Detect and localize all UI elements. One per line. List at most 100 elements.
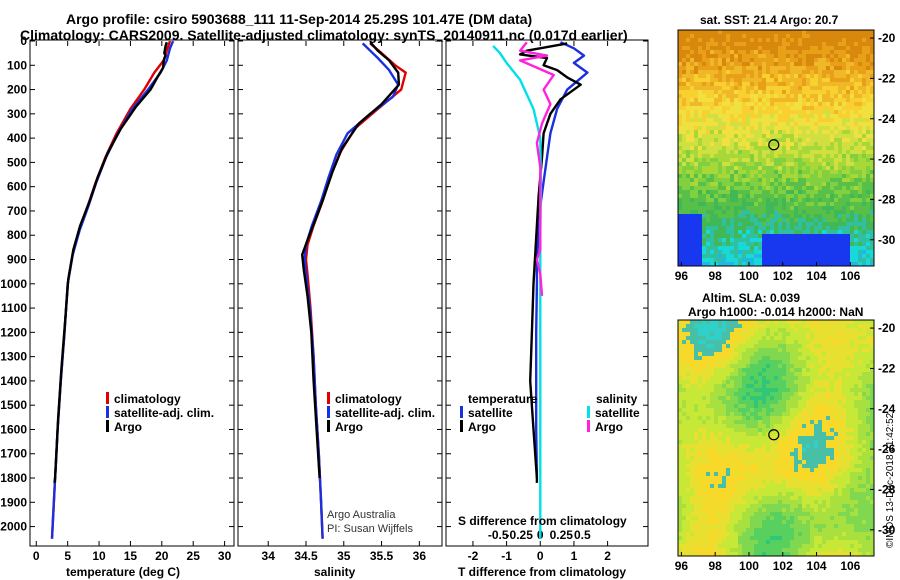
- map-cell: [850, 118, 854, 122]
- map-cell: [758, 384, 762, 388]
- map-cell: [682, 30, 686, 34]
- map-cell: [870, 460, 874, 464]
- temperature-xlabel: temperature (deg C): [66, 565, 180, 579]
- map-cell: [802, 166, 806, 170]
- map-cell: [786, 190, 790, 194]
- map-cell: [826, 400, 830, 404]
- map-cell: [826, 178, 830, 182]
- map-cell: [766, 130, 770, 134]
- map-cell: [714, 428, 718, 432]
- map-cell: [714, 54, 718, 58]
- map-cell: [846, 368, 850, 372]
- map-cell: [750, 50, 754, 54]
- map-cell: [834, 82, 838, 86]
- map-cell: [678, 94, 682, 98]
- map-cell: [682, 54, 686, 58]
- lat-tick-label: -24: [878, 112, 896, 126]
- map-cell: [858, 34, 862, 38]
- map-cell: [686, 230, 690, 234]
- map-cell: [746, 210, 750, 214]
- map-cell: [754, 460, 758, 464]
- map-cell: [746, 62, 750, 66]
- map-cell: [742, 234, 746, 238]
- map-cell: [866, 238, 870, 242]
- map-cell: [718, 94, 722, 98]
- map-cell: [730, 464, 734, 468]
- map-cell: [854, 206, 858, 210]
- map-cell: [710, 34, 714, 38]
- map-cell: [854, 456, 858, 460]
- map-cell: [706, 106, 710, 110]
- map-cell: [710, 226, 714, 230]
- map-cell: [782, 38, 786, 42]
- map-cell: [802, 94, 806, 98]
- map-cell: [682, 320, 686, 324]
- map-cell: [794, 432, 798, 436]
- map-cell: [686, 54, 690, 58]
- map-cell: [802, 238, 806, 242]
- map-cell: [694, 174, 698, 178]
- map-cell: [734, 424, 738, 428]
- map-cell: [846, 114, 850, 118]
- map-cell: [806, 198, 810, 202]
- map-cell: [870, 250, 874, 254]
- map-cell: [786, 258, 790, 262]
- map-cell: [842, 50, 846, 54]
- map-cell: [714, 250, 718, 254]
- map-cell: [870, 408, 874, 412]
- map-cell: [742, 154, 746, 158]
- map-cell: [702, 332, 706, 336]
- map-cell: [738, 50, 742, 54]
- map-cell: [850, 38, 854, 42]
- map-cell: [802, 444, 806, 448]
- map-cell: [714, 198, 718, 202]
- map-cell: [794, 464, 798, 468]
- map-cell: [854, 384, 858, 388]
- map-cell: [738, 364, 742, 368]
- map-cell: [742, 412, 746, 416]
- map-cell: [742, 388, 746, 392]
- map-cell: [702, 130, 706, 134]
- map-cell: [706, 340, 710, 344]
- map-cell: [786, 388, 790, 392]
- map-cell: [766, 102, 770, 106]
- map-cell: [734, 336, 738, 340]
- map-cell: [842, 320, 846, 324]
- map-cell: [742, 150, 746, 154]
- map-cell: [810, 412, 814, 416]
- map-cell: [778, 150, 782, 154]
- map-cell: [794, 174, 798, 178]
- map-cell: [826, 456, 830, 460]
- map-cell: [762, 238, 766, 242]
- map-cell: [678, 416, 682, 420]
- s-xtick-label: 0.25: [550, 528, 574, 542]
- map-cell: [870, 134, 874, 138]
- map-cell: [814, 86, 818, 90]
- map-cell: [846, 38, 850, 42]
- map-cell: [794, 258, 798, 262]
- map-cell: [794, 348, 798, 352]
- map-cell: [678, 118, 682, 122]
- map-cell: [758, 360, 762, 364]
- map-cell: [722, 416, 726, 420]
- map-cell: [682, 162, 686, 166]
- map-cell: [730, 194, 734, 198]
- map-cell: [858, 392, 862, 396]
- map-cell: [678, 464, 682, 468]
- map-cell: [742, 320, 746, 324]
- map-cell: [838, 258, 842, 262]
- map-cell: [742, 138, 746, 142]
- map-cell: [718, 46, 722, 50]
- map-cell: [686, 328, 690, 332]
- map-cell: [766, 202, 770, 206]
- map-cell: [742, 452, 746, 456]
- map-cell: [798, 376, 802, 380]
- map-cell: [850, 336, 854, 340]
- map-cell: [738, 66, 742, 70]
- map-cell: [714, 222, 718, 226]
- map-cell: [854, 178, 858, 182]
- map-cell: [866, 396, 870, 400]
- map-cell: [726, 242, 730, 246]
- map-cell: [782, 456, 786, 460]
- map-cell: [758, 98, 762, 102]
